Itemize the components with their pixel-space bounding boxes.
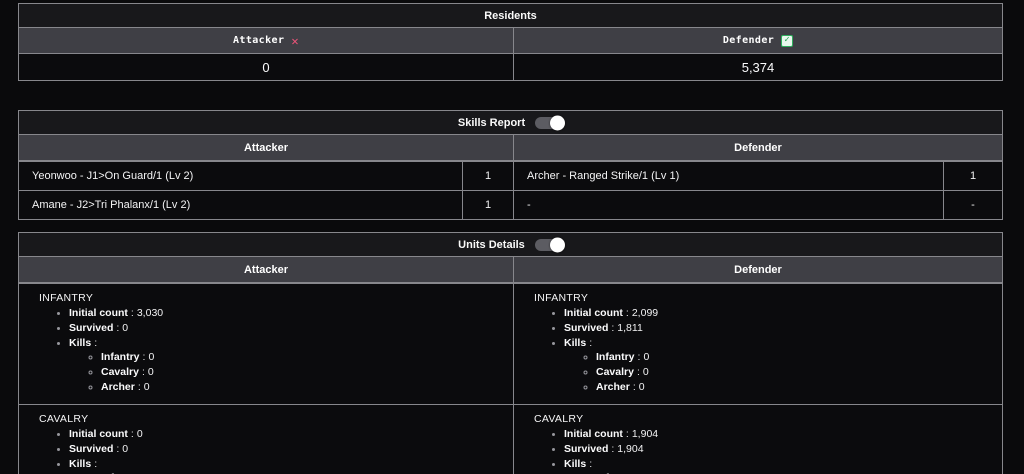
initial-count-item: Initial count:2,099 [564,307,992,319]
skills-report-toggle[interactable] [535,115,566,130]
residents-title: Residents [484,9,537,22]
defender-cavalry-stats: CAVALRY Initial count:1,904 Survived:1,9… [513,404,1002,474]
kills-item: Kills: Infantry:0 Cavalry:0 Archer:0 [69,458,503,474]
skills-defender-header: Defender [513,135,1002,160]
defender-skill-count: - [943,191,1002,219]
kills-breakdown-list: Infantry:0 Cavalry:0 Archer:0 [564,472,992,474]
initial-count-value: 1,904 [631,427,659,440]
kills-cavalry-item: Cavalry:0 [596,366,992,378]
initial-count-item: Initial count:3,030 [69,307,503,319]
residents-attacker-header: Attacker ✕ [19,28,513,53]
survived-item: Survived:1,811 [564,322,992,334]
section-gap [18,81,1003,110]
toggle-knob-icon [550,115,566,130]
kills-item: Kills: Infantry:0 Cavalry:0 Archer:0 [69,337,503,394]
residents-table: Residents Attacker ✕ Defender ✓ 0 5,374 [18,3,1003,81]
attacker-infantry-stats: INFANTRY Initial count:3,030 Survived:0 … [19,284,513,404]
kills-infantry-item: Infantry:0 [101,351,503,363]
skill-row: Amane - J2>Tri Phalanx/1 (Lv 2) 1 - - [19,190,1002,219]
skills-header-row: Attacker Defender [19,135,1002,161]
survived-item: Survived:0 [69,443,503,455]
units-row-cavalry: CAVALRY Initial count:0 Survived:0 Kills… [19,403,1002,474]
kills-infantry-item: Infantry:0 [596,351,992,363]
kills-archer-item: Archer:0 [101,381,503,393]
residents-defender-header: Defender ✓ [513,28,1002,53]
kills-archer-item: Archer:0 [596,381,992,393]
attacker-skill-name: Yeonwoo - J1>On Guard/1 (Lv 2) [32,170,194,182]
units-title-row: Units Details [19,233,1002,257]
units-header-row: Attacker Defender [19,257,1002,283]
kills-breakdown-list: Infantry:0 Cavalry:0 Archer:0 [69,351,503,393]
residents-header-row: Attacker ✕ Defender ✓ [19,28,1002,54]
defender-skill-name: - [513,191,943,219]
defender-victory-icon: ✓ [781,34,794,47]
skills-attacker-header: Attacker [243,141,289,154]
skill-row: Yeonwoo - J1>On Guard/1 (Lv 2) 1 Archer … [19,161,1002,190]
kills-infantry-item: Infantry:0 [596,472,992,474]
attacker-skill-count: 1 [462,162,513,190]
toggle-knob-icon [549,237,565,252]
residents-defender-value: 5,374 [513,54,1002,80]
initial-count-item: Initial count:1,904 [564,428,992,440]
residents-title-row: Residents [19,4,1002,28]
residents-attacker-value: 0 [262,59,270,75]
units-attacker-header: Attacker [243,263,289,276]
attacker-defeat-icon: ✕ [291,33,299,48]
kills-breakdown-list: Infantry:0 Cavalry:0 Archer:0 [564,351,992,393]
initial-count-value: 3,030 [136,307,164,319]
kills-item: Kills: Infantry:0 Cavalry:0 Archer:0 [564,337,992,394]
survived-value: 1,811 [617,321,643,334]
initial-count-value: 0 [136,427,143,440]
survived-item: Survived:0 [69,322,503,334]
survived-value: 1,904 [617,442,644,455]
defender-skill-count: 1 [943,162,1002,190]
attacker-label: Attacker [233,35,285,46]
initial-count-item: Initial count:0 [69,428,503,440]
unit-type-title: CAVALRY [39,412,89,425]
defender-label: Defender [722,35,775,46]
skills-title: Skills Report [457,116,526,129]
skills-title-row: Skills Report [19,111,1002,135]
kills-cavalry-item: Cavalry:0 [101,366,503,378]
kills-item: Kills: Infantry:0 Cavalry:0 Archer:0 [564,458,992,474]
units-title: Units Details [458,238,525,251]
initial-count-value: 2,099 [631,307,659,319]
defender-infantry-stats: INFANTRY Initial count:2,099 Survived:1,… [513,284,1002,404]
section-gap [18,220,1003,232]
unit-type-title: INFANTRY [534,292,589,304]
unit-type-title: INFANTRY [39,292,94,304]
units-details-table: Units Details Attacker Defender INFANTRY… [18,232,1003,474]
unit-stat-list: Initial count:2,099 Survived:1,811 Kills… [534,307,992,393]
kills-infantry-item: Infantry:0 [101,472,503,474]
unit-stat-list: Initial count:0 Survived:0 Kills: Infant… [39,428,503,474]
attacker-skill-name: Amane - J2>Tri Phalanx/1 (Lv 2) [32,199,191,211]
unit-stat-list: Initial count:1,904 Survived:1,904 Kills… [534,428,992,474]
kills-breakdown-list: Infantry:0 Cavalry:0 Archer:0 [69,472,503,474]
units-row-infantry: INFANTRY Initial count:3,030 Survived:0 … [19,283,1002,404]
survived-value: 0 [122,321,129,334]
survived-value: 0 [122,442,129,455]
skills-report-table: Skills Report Attacker Defender Yeonwoo … [18,110,1003,220]
residents-value-row: 0 5,374 [19,54,1002,80]
survived-item: Survived:1,904 [564,443,992,455]
unit-stat-list: Initial count:3,030 Survived:0 Kills: In… [39,307,503,393]
attacker-skill-count: 1 [462,191,513,219]
units-details-toggle[interactable] [534,237,565,252]
unit-type-title: CAVALRY [534,412,584,425]
units-defender-header: Defender [513,257,1002,282]
defender-skill-name: Archer - Ranged Strike/1 (Lv 1) [513,162,943,190]
attacker-cavalry-stats: CAVALRY Initial count:0 Survived:0 Kills… [19,405,513,474]
